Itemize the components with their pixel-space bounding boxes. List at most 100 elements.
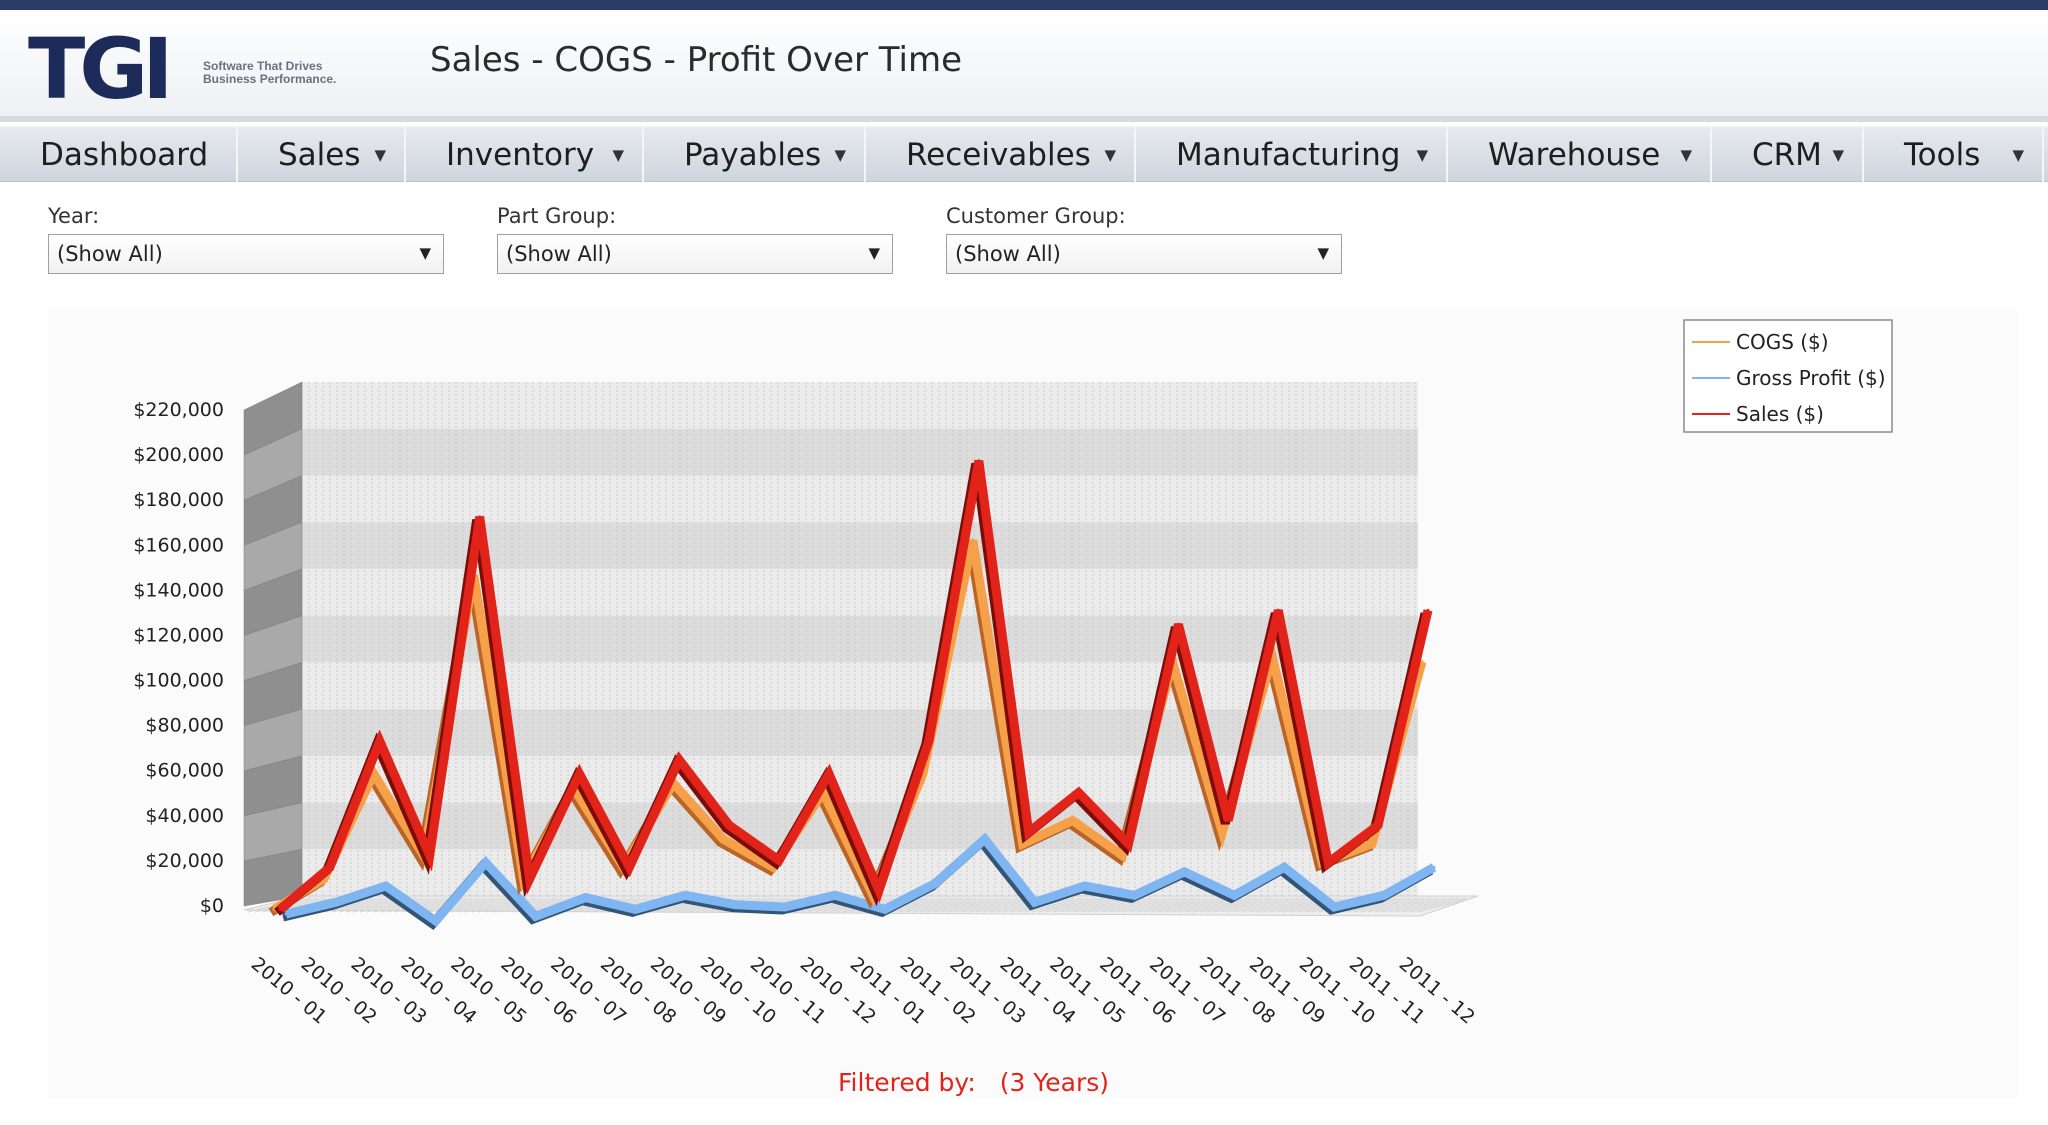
data-point (577, 772, 581, 776)
floor-grid-line (1213, 897, 1271, 913)
nav-item-label: Warehouse (1488, 137, 1661, 173)
floor-grid-line (1381, 897, 1439, 913)
nav-item-label: CRM (1752, 137, 1822, 173)
wall-band (302, 475, 1418, 523)
data-point (278, 907, 282, 911)
part-group-filter-label: Part Group: (497, 204, 617, 228)
floor-grid-line (1367, 897, 1425, 913)
data-point (1133, 893, 1137, 897)
nav-item-label: Sales (278, 137, 361, 173)
data-point (1071, 819, 1075, 823)
data-point (727, 823, 731, 827)
floor-grid-line (1374, 897, 1432, 913)
wall-band (302, 755, 1418, 803)
floor-grid-line (926, 897, 984, 913)
data-point (1326, 861, 1330, 865)
top-accent-bar (0, 0, 2048, 10)
customer-group-select[interactable]: (Show All) ▼ (946, 234, 1342, 274)
data-point (1121, 854, 1125, 858)
nav-item-dashboard[interactable]: Dashboard (0, 127, 238, 183)
logo-tagline-line1: Software That Drives (203, 59, 323, 73)
floor-grid-line (1129, 897, 1187, 913)
nav-item-receivables[interactable]: Receivables ▼ (866, 127, 1136, 183)
nav-item-tools[interactable]: Tools ▼ (1864, 127, 2044, 183)
data-point (977, 459, 981, 463)
y-tick-label: $40,000 (145, 805, 224, 827)
part-group-select[interactable]: (Show All) ▼ (497, 234, 893, 274)
data-point (372, 772, 376, 776)
floor-grid-line (1199, 897, 1257, 913)
series-line (277, 459, 1433, 913)
nav-item-inventory[interactable]: Inventory ▼ (406, 127, 644, 183)
nav-item-warehouse[interactable]: Warehouse ▼ (1448, 127, 1712, 183)
data-point (1182, 870, 1186, 874)
nav-item-crm[interactable]: CRM ▼ (1712, 127, 1864, 183)
sales-cogs-profit-chart: $0 $20,000 $40,000 $60,000 $80,000 $100,000 $1… (133, 319, 1893, 1029)
floor-grid-line (1122, 897, 1180, 913)
filtered-by-note: Filtered by: (3 Years) (838, 1068, 1109, 1097)
floor-grid-line (1388, 897, 1446, 913)
data-point (1332, 905, 1336, 909)
part-group-filter: Part Group: (Show All) ▼ (497, 204, 893, 274)
customer-group-select-value: (Show All) (955, 242, 1061, 266)
nav-item-payables[interactable]: Payables ▼ (644, 127, 866, 183)
floor-grid-line (1066, 897, 1124, 913)
floor-grid-line (912, 897, 970, 913)
floor-grid-line (1192, 897, 1250, 913)
caret-down-icon: ▼ (2012, 146, 2024, 164)
data-point (833, 893, 837, 897)
data-point (883, 907, 887, 911)
floor-grid-line (1094, 897, 1152, 913)
nav-item-sales[interactable]: Sales ▼ (238, 127, 406, 183)
floor-grid-line (331, 897, 389, 913)
floor-grid-line (1143, 897, 1201, 913)
data-point (1226, 819, 1230, 823)
data-point (783, 905, 787, 909)
floor-grid-line (1045, 897, 1103, 913)
floor-grid-line (450, 897, 508, 913)
filtered-by-value: (3 Years) (999, 1068, 1110, 1097)
y-tick-label: $160,000 (133, 534, 224, 556)
year-select-value: (Show All) (57, 242, 163, 266)
data-point (683, 893, 687, 897)
floor-grid-line (891, 897, 949, 913)
tgi-logo[interactable]: TGI Software That Drives Business Perfor… (28, 27, 408, 111)
nav-item-manufacturing[interactable]: Manufacturing ▼ (1136, 127, 1448, 183)
floor-grid-line (1241, 897, 1299, 913)
data-point (328, 865, 332, 869)
data-point (284, 912, 288, 916)
part-group-select-value: (Show All) (506, 242, 612, 266)
data-point (633, 907, 637, 911)
floor-grid-line (1360, 897, 1418, 913)
wall-band (302, 709, 1418, 756)
floor-grid-line (1206, 897, 1264, 913)
floor-grid-line (947, 897, 1005, 913)
floor-grid-line (443, 897, 501, 913)
floor-grid-line (1171, 897, 1229, 913)
page-title: Sales - COGS - Profit Over Time (430, 40, 962, 80)
floor-grid-line (1353, 897, 1411, 913)
side-wall-band (243, 381, 303, 456)
data-point (378, 739, 382, 743)
y-tick-label: $140,000 (133, 579, 224, 601)
y-tick-label: $100,000 (133, 670, 224, 692)
logo-tagline: Software That Drives Business Performanc… (203, 60, 413, 86)
floor-grid-line (919, 897, 977, 913)
data-point (1420, 660, 1424, 664)
floor-grid-line (898, 897, 956, 913)
year-select[interactable]: (Show All) ▼ (48, 234, 444, 274)
nav-item-label: Receivables (906, 137, 1091, 173)
chevron-down-icon: ▼ (419, 244, 431, 262)
floor-grid-line (1416, 897, 1474, 913)
floor-grid-line (1402, 897, 1460, 913)
data-point (1033, 900, 1037, 904)
floor-grid-line (1031, 897, 1089, 913)
data-point (1027, 830, 1031, 834)
floor-grid-line (1150, 897, 1208, 913)
year-filter-label: Year: (48, 204, 100, 228)
y-tick-label: $220,000 (133, 399, 224, 421)
chevron-down-icon: ▼ (868, 244, 880, 262)
data-point (983, 837, 987, 841)
floor-grid-line (1395, 897, 1453, 913)
floor-grid-line (1234, 897, 1292, 913)
